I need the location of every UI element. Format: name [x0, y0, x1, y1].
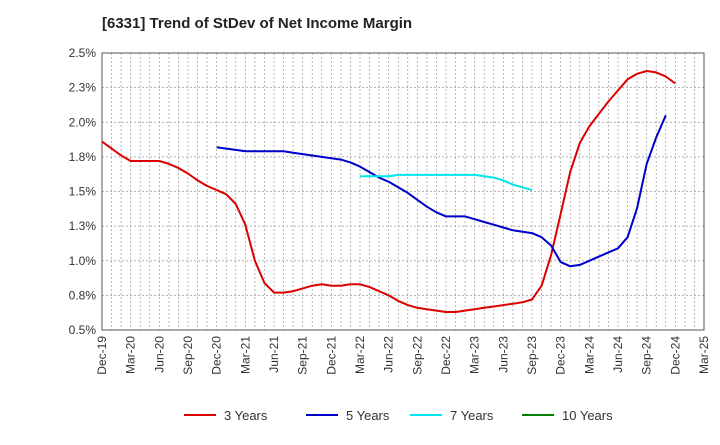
series-line-3-years: [101, 70, 676, 313]
y-tick-label: 2.0%: [69, 115, 97, 129]
x-tick-label: Dec-24: [668, 336, 682, 375]
series-line-7-years: [360, 173, 533, 192]
x-tick-label: Sep-24: [640, 336, 654, 375]
x-tick-label: Mar-20: [124, 336, 138, 374]
axes: 0.5% 0.8% 1.0% 1.3% 1.5% 1.8% 2.0% 2.3% 2.5% Dec-…: [69, 46, 711, 375]
x-tick-label: Jun-20: [152, 336, 166, 373]
x-tick-label: Sep-21: [296, 336, 310, 375]
plot-area: [101, 52, 705, 331]
chart-title: [6331] Trend of StDev of Net Income Marg…: [102, 15, 412, 32]
legend-label: 7 Years: [450, 408, 494, 423]
x-tick-label: Mar-24: [582, 336, 596, 374]
x-tick-label: Mar-23: [468, 336, 482, 374]
x-tick-label: Dec-19: [95, 336, 109, 375]
y-tick-label: 1.0%: [69, 254, 97, 268]
x-tick-label: Dec-22: [439, 336, 453, 375]
y-tick-label: 0.5%: [69, 323, 97, 337]
x-tick-label: Dec-20: [210, 336, 224, 375]
x-tick-label: Jun-24: [611, 336, 625, 373]
y-tick-label: 0.8%: [69, 288, 97, 302]
x-tick-label: Dec-21: [324, 336, 338, 375]
legend-label: 5 Years: [346, 408, 390, 423]
y-tick-label: 1.5%: [69, 185, 97, 199]
series-line-5-years: [216, 114, 667, 268]
x-tick-label: Sep-20: [181, 336, 195, 375]
y-tick-label: 1.3%: [69, 219, 97, 233]
x-tick-label: Mar-21: [238, 336, 252, 374]
x-tick-label: Mar-25: [697, 336, 711, 374]
legend-label: 3 Years: [224, 408, 268, 423]
legend: 3 Years 5 Years 7 Years 10 Years: [184, 408, 613, 423]
x-tick-label: Sep-23: [525, 336, 539, 375]
y-tick-label: 2.3%: [69, 81, 97, 95]
x-tick-label: Mar-22: [353, 336, 367, 374]
x-tick-label: Jun-22: [382, 336, 396, 373]
x-tick-label: Jun-21: [267, 336, 281, 373]
x-tick-label: Jun-23: [496, 336, 510, 373]
x-tick-label: Sep-22: [410, 336, 424, 375]
y-tick-label: 1.8%: [69, 150, 97, 164]
legend-label: 10 Years: [562, 408, 613, 423]
y-tick-label: 2.5%: [69, 46, 97, 60]
x-tick-label: Dec-23: [554, 336, 568, 375]
series-lines: [101, 70, 676, 313]
